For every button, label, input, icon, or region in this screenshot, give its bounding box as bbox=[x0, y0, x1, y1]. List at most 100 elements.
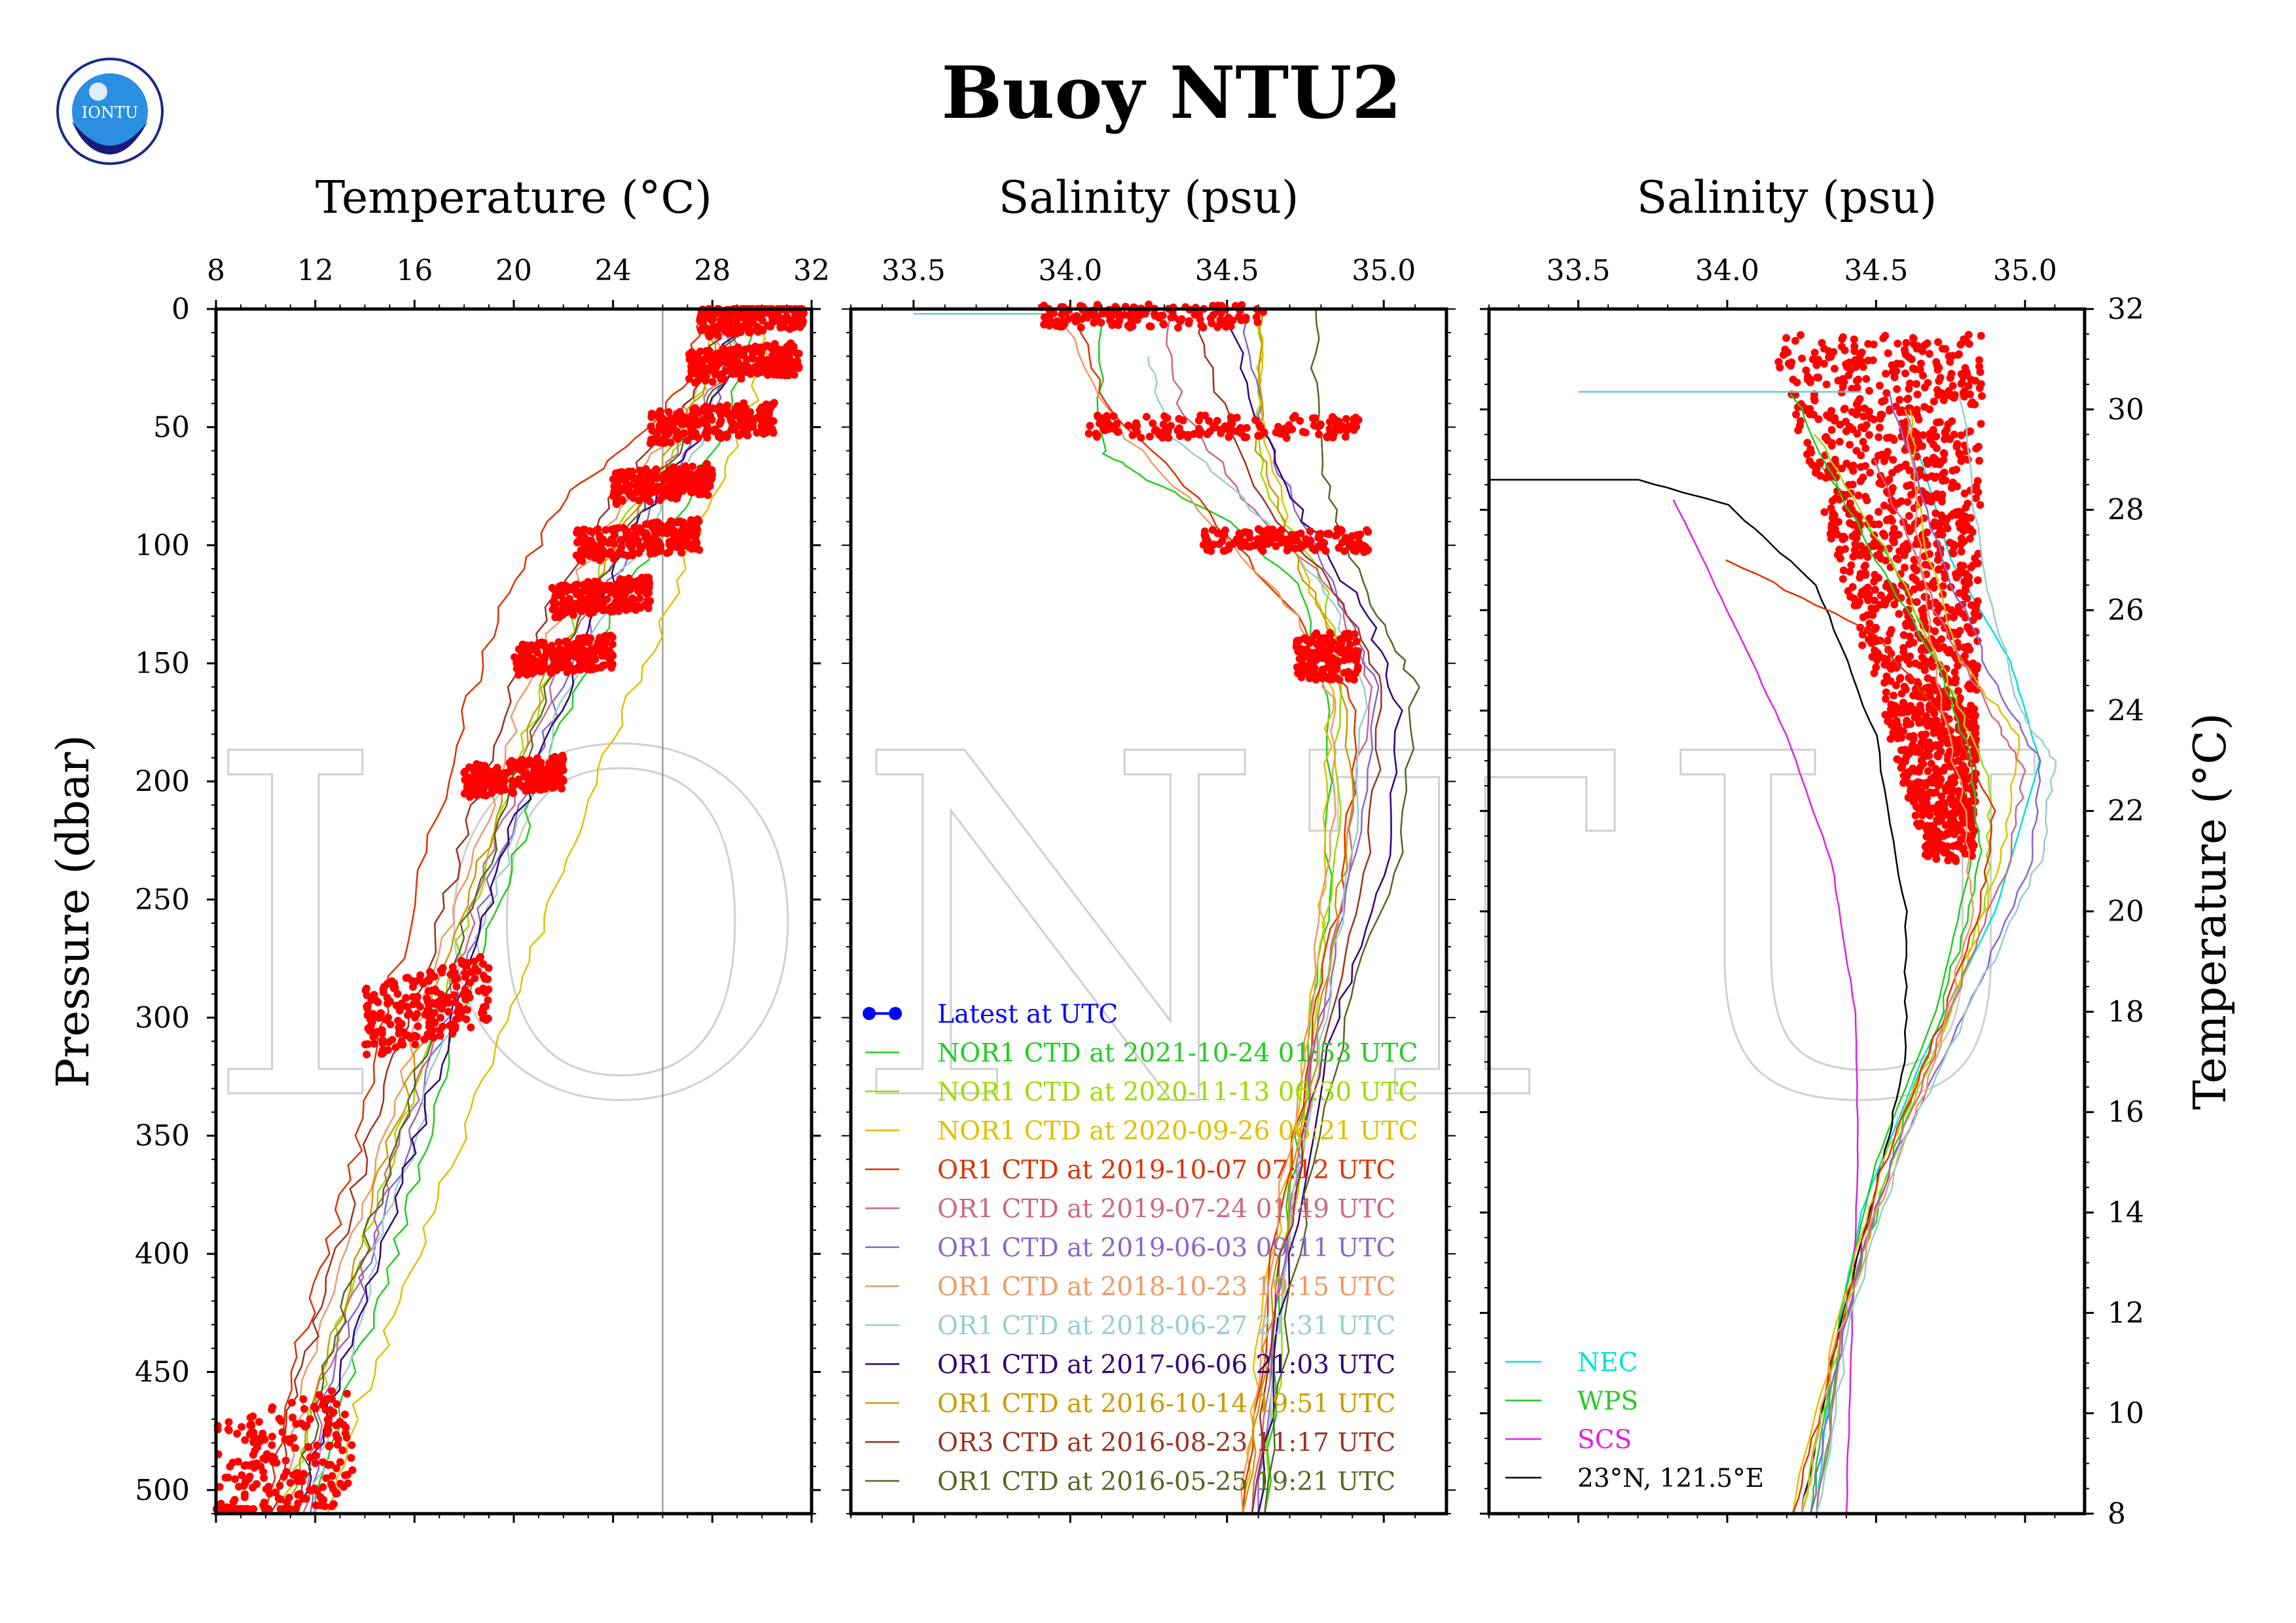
buoy-point bbox=[1882, 369, 1890, 378]
buoy-point bbox=[1856, 477, 1865, 486]
buoy-point bbox=[569, 604, 578, 613]
buoy-point bbox=[761, 308, 770, 317]
buoy-point bbox=[1839, 575, 1847, 583]
buoy-point bbox=[592, 547, 601, 555]
buoy-point bbox=[1863, 553, 1872, 561]
buoy-point bbox=[1207, 547, 1215, 555]
buoy-point bbox=[408, 993, 417, 1001]
buoy-point bbox=[783, 354, 791, 362]
buoy-point bbox=[386, 1020, 395, 1029]
x-tick-label: 34.0 bbox=[1038, 254, 1102, 287]
buoy-point bbox=[1876, 382, 1884, 390]
buoy-point bbox=[583, 638, 592, 646]
buoy-point bbox=[642, 467, 651, 476]
buoy-point bbox=[458, 1006, 467, 1015]
buoy-point bbox=[716, 403, 725, 410]
buoy-point bbox=[224, 1425, 232, 1434]
buoy-point bbox=[1850, 342, 1859, 350]
buoy-point bbox=[548, 642, 556, 649]
buoy-point bbox=[599, 661, 607, 670]
buoy-point bbox=[1789, 375, 1797, 384]
buoy-point bbox=[632, 606, 640, 614]
buoy-point bbox=[1159, 319, 1168, 328]
buoy-point bbox=[1913, 342, 1922, 350]
buoy-point bbox=[373, 1013, 382, 1021]
buoy-point bbox=[722, 367, 730, 375]
buoy-point bbox=[1791, 390, 1800, 399]
buoy-point bbox=[565, 583, 573, 592]
buoy-point bbox=[1911, 811, 1920, 820]
buoy-point bbox=[1902, 338, 1910, 347]
buoy-point bbox=[673, 541, 681, 549]
buoy-point bbox=[554, 759, 562, 767]
buoy-point bbox=[1216, 316, 1225, 324]
buoy-point bbox=[379, 988, 387, 996]
buoy-point bbox=[1887, 663, 1895, 672]
y-tick-label: 350 bbox=[135, 1120, 190, 1153]
buoy-point bbox=[689, 462, 697, 471]
buoy-point bbox=[547, 668, 555, 677]
buoy-point bbox=[268, 1441, 276, 1450]
buoy-point bbox=[1352, 637, 1361, 646]
buoy-point bbox=[479, 984, 488, 993]
buoy-point bbox=[671, 492, 679, 500]
buoy-point bbox=[779, 359, 787, 368]
buoy-point bbox=[612, 598, 620, 606]
buoy-point bbox=[1975, 384, 1984, 392]
buoy-point bbox=[1871, 585, 1879, 594]
buoy-point bbox=[636, 473, 644, 481]
buoy-point bbox=[475, 954, 484, 962]
buoy-point bbox=[478, 1006, 487, 1015]
buoy-point bbox=[1909, 638, 1918, 647]
buoy-point bbox=[1948, 483, 1956, 491]
buoy-point bbox=[1810, 348, 1819, 357]
buoy-point bbox=[619, 524, 628, 532]
buoy-point bbox=[332, 1400, 341, 1408]
buoy-point bbox=[452, 982, 461, 991]
buoy-point bbox=[688, 481, 696, 489]
buoy-point bbox=[450, 991, 458, 999]
buoy-point bbox=[689, 405, 697, 414]
buoy-point bbox=[1858, 587, 1867, 596]
buoy-point bbox=[588, 528, 596, 536]
buoy-point bbox=[431, 1000, 440, 1008]
y-tick-label: 500 bbox=[135, 1474, 190, 1507]
buoy-point bbox=[723, 404, 731, 412]
buoy-point bbox=[1869, 356, 1877, 365]
buoy-point bbox=[397, 1037, 406, 1046]
buoy-point bbox=[1167, 422, 1175, 430]
buoy-point bbox=[249, 1451, 257, 1459]
buoy-point bbox=[753, 429, 761, 437]
buoy-point bbox=[1892, 554, 1901, 562]
buoy-point bbox=[215, 1483, 224, 1491]
buoy-point bbox=[384, 1038, 393, 1046]
buoy-point bbox=[541, 784, 549, 793]
buoy-point bbox=[728, 310, 736, 319]
buoy-point bbox=[1972, 445, 1981, 453]
buoy-point bbox=[1927, 775, 1935, 783]
buoy-point bbox=[1283, 540, 1291, 549]
buoy-point bbox=[723, 359, 731, 367]
buoy-point bbox=[278, 1428, 287, 1436]
buoy-point bbox=[1922, 456, 1931, 465]
buoy-point bbox=[550, 773, 559, 782]
buoy-point bbox=[687, 432, 696, 441]
buoy-point bbox=[1205, 416, 1213, 425]
buoy-point bbox=[1971, 376, 1980, 385]
buoy-point bbox=[1912, 566, 1921, 575]
buoy-point bbox=[1883, 433, 1891, 442]
buoy-point bbox=[1294, 669, 1302, 678]
buoy-point bbox=[1318, 665, 1327, 674]
buoy-point bbox=[613, 500, 621, 508]
buoy-point bbox=[698, 484, 706, 493]
buoy-point bbox=[656, 496, 664, 504]
buoy-point bbox=[409, 1000, 418, 1008]
buoy-point bbox=[647, 413, 656, 422]
salinity-profile-line bbox=[1052, 308, 1337, 1514]
buoy-point bbox=[734, 369, 743, 378]
buoy-point bbox=[1874, 433, 1883, 441]
buoy-point bbox=[696, 464, 705, 473]
buoy-point bbox=[610, 539, 619, 548]
buoy-point bbox=[693, 476, 702, 484]
buoy-point bbox=[1954, 756, 1963, 765]
